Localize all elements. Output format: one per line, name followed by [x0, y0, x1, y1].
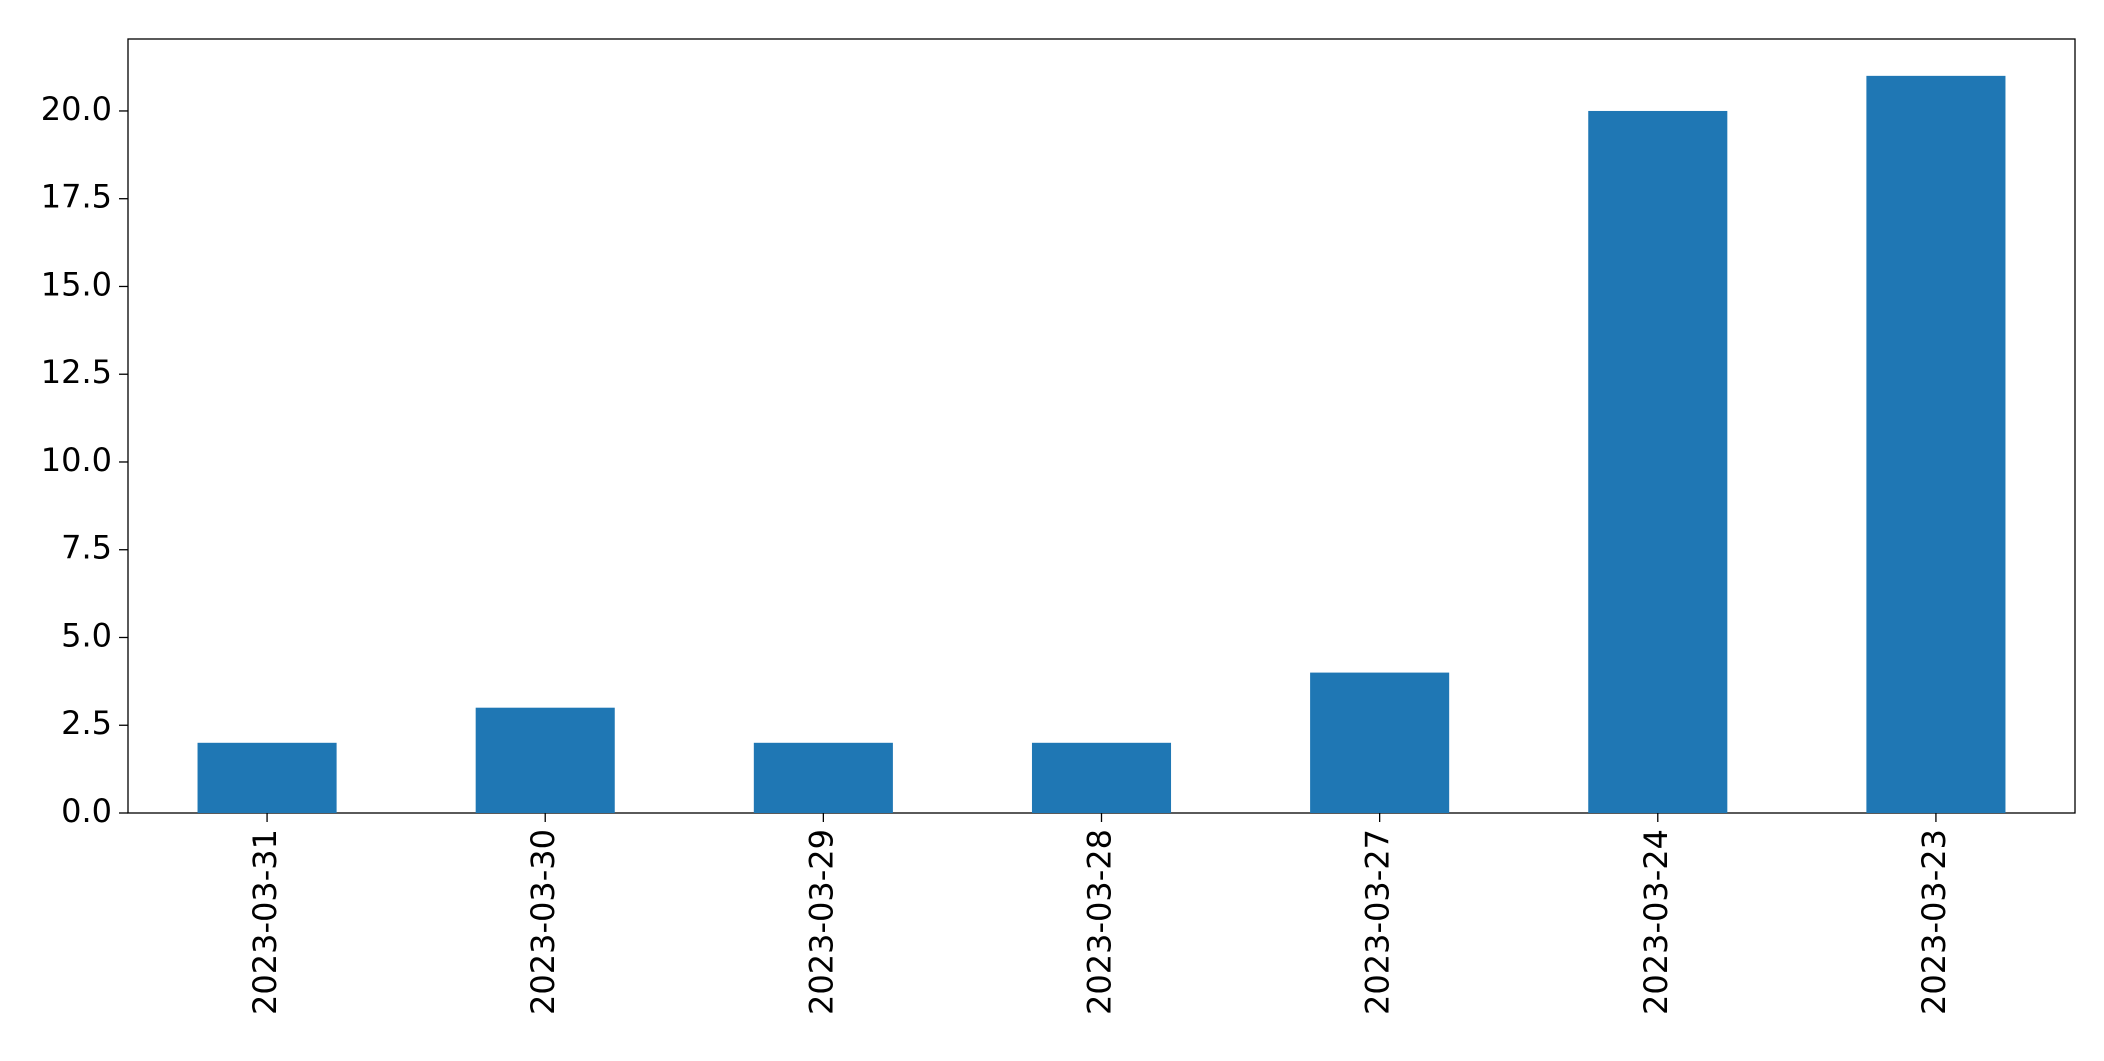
y-tick-label: 20.0 [41, 90, 112, 128]
y-tick-label: 7.5 [61, 529, 112, 567]
bar [475, 707, 615, 813]
bar [753, 742, 893, 813]
bar [197, 742, 337, 813]
bar [1031, 742, 1172, 813]
plot-frame [127, 38, 2076, 814]
x-tick-label: 2023-03-23 [1915, 829, 1953, 1015]
y-tick-label: 2.5 [61, 704, 112, 742]
x-tick-label: 2023-03-27 [1359, 829, 1397, 1015]
y-tick-label: 5.0 [61, 616, 112, 654]
y-tick-label: 0.0 [61, 792, 112, 830]
y-tick-label: 17.5 [41, 178, 112, 216]
x-tick-label: 2023-03-28 [1081, 829, 1119, 1015]
x-tick-label: 2023-03-29 [802, 829, 840, 1015]
bar [1866, 75, 2006, 814]
x-tick-label: 2023-03-31 [246, 829, 284, 1015]
y-tick-label: 12.5 [41, 353, 112, 391]
y-tick-label: 15.0 [41, 265, 112, 303]
bar [1310, 672, 1450, 813]
x-tick-label: 2023-03-24 [1637, 829, 1675, 1015]
y-tick-label: 10.0 [41, 441, 112, 479]
bar [1588, 110, 1728, 814]
x-tick-label: 2023-03-30 [524, 829, 562, 1015]
